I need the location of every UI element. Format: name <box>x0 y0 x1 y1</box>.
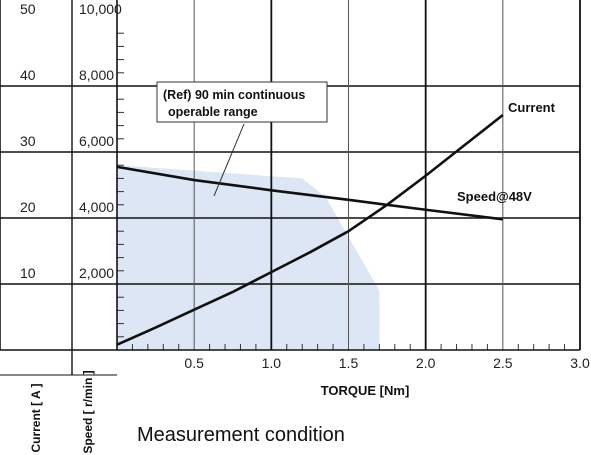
x-tick-label: 1.5 <box>339 355 359 371</box>
label-layer: 10 20 30 40 50 2,000 4,000 6,000 8,000 10,000 0.5 1… <box>20 1 590 454</box>
region-annotation-line: operable range <box>168 105 258 119</box>
x-axis-title: TORQUE [Nm] <box>321 383 410 398</box>
frame-layer <box>0 0 580 376</box>
x-tick-label: 2.5 <box>493 355 513 371</box>
current-tick-label: 50 <box>20 1 36 17</box>
x-tick-label: 0.5 <box>184 355 204 371</box>
operable-range-layer <box>117 165 380 350</box>
series-line <box>116 165 503 221</box>
series-label: Current <box>508 100 556 115</box>
region-annotation-pointer <box>213 123 245 197</box>
region-annotation-line: (Ref) 90 min continuous <box>163 88 305 102</box>
speed-tick-label: 6,000 <box>79 133 114 149</box>
x-tick-label: 3.0 <box>570 355 590 371</box>
speed-axis-title: Speed [ r/min ] <box>81 370 95 453</box>
speed-tick-label: 10,000 <box>79 1 122 17</box>
speed-tick-label: 2,000 <box>79 265 114 281</box>
measurement-condition-note: Measurement condition <box>137 424 345 446</box>
series-layer <box>116 114 504 346</box>
current-tick-label: 30 <box>20 133 36 149</box>
series-line <box>116 114 504 346</box>
region-annotation-box <box>156 81 328 123</box>
speed-tick-label: 8,000 <box>79 67 114 83</box>
x-tick-label: 1.0 <box>262 355 282 371</box>
operable-range-region <box>117 165 380 350</box>
series-label: Speed@48V <box>457 189 532 204</box>
speed-tick-label: 4,000 <box>79 199 114 215</box>
current-tick-label: 20 <box>20 199 36 215</box>
current-tick-label: 10 <box>20 265 36 281</box>
current-axis-title: Current [ A ] <box>29 383 43 452</box>
grid-layer <box>0 0 581 350</box>
x-tick-label: 2.0 <box>416 355 436 371</box>
current-tick-label: 40 <box>20 67 36 83</box>
